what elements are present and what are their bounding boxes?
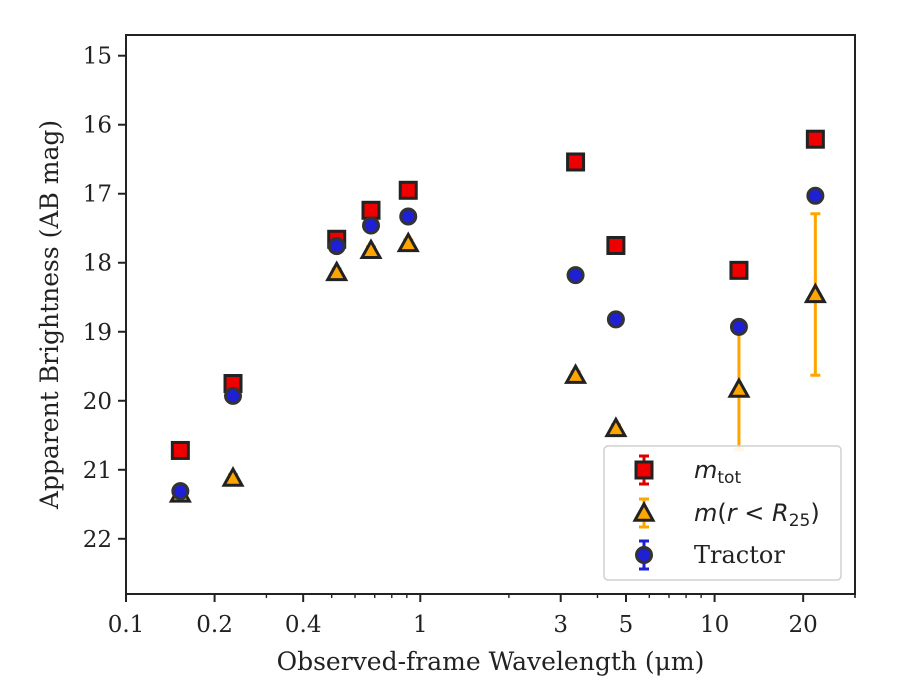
marker-tractor [729,317,748,336]
y-tick-label: 18 [83,251,112,277]
plot-area-frame [125,34,856,595]
marker-tractor [224,386,243,405]
marker-mtot [729,260,749,280]
marker-mtot [805,129,825,149]
marker-mr25 [727,376,751,398]
legend-marker-mr25 [632,500,656,522]
x-tick-label: 10 [700,612,729,638]
x-tick-label: 0.2 [196,612,233,638]
marker-mr25 [564,363,588,384]
x-tick-label: 0.1 [108,612,145,638]
marker-tractor [806,186,825,205]
y-tick-label: 15 [83,44,112,70]
marker-mtot [361,200,381,220]
legend-label-tractor: Tractor [694,541,785,569]
axis-ticks: 0.1 0.2 0.4 1 3 5 10 20 15 16 17 18 19 20 21 22 [83,44,856,638]
marker-mr25 [604,416,628,438]
x-tick-label: 0.4 [285,612,322,638]
x-tick-label: 20 [789,612,818,638]
y-tick-label: 17 [83,182,112,208]
y-tick-label: 19 [83,320,112,346]
y-tick-label: 20 [83,389,112,415]
legend-marker-tractor [635,546,653,564]
marker-tractor [362,216,381,235]
data-markers [168,129,827,503]
marker-mr25 [803,282,827,304]
marker-mr25 [325,260,349,282]
marker-mtot [606,235,626,255]
marker-tractor [327,237,346,256]
legend-box [603,445,842,581]
x-tick-label: 5 [619,612,634,638]
x-axis-label: Observed-frame Wavelength (μm) [277,647,705,676]
y-tick-label: 21 [83,458,112,484]
y-tick-label: 22 [83,527,112,553]
x-tick-label: 3 [553,612,568,638]
marker-mr25 [221,465,245,487]
marker-tractor [566,266,585,285]
y-tick-label: 16 [83,113,112,139]
marker-tractor [171,482,190,501]
marker-mr25 [359,238,383,260]
marker-mtot [566,152,586,172]
legend-label-mr25: m(r < R25) [694,499,820,531]
marker-mr25 [396,231,420,253]
marker-tractor [399,207,418,226]
x-tick-label: 1 [413,612,428,638]
y-axis-label: Apparent Brightness (AB mag) [35,120,64,510]
marker-mtot [170,440,190,460]
legend-marker-mtot [634,460,654,480]
marker-tractor [606,310,625,329]
marker-mtot [398,180,418,200]
